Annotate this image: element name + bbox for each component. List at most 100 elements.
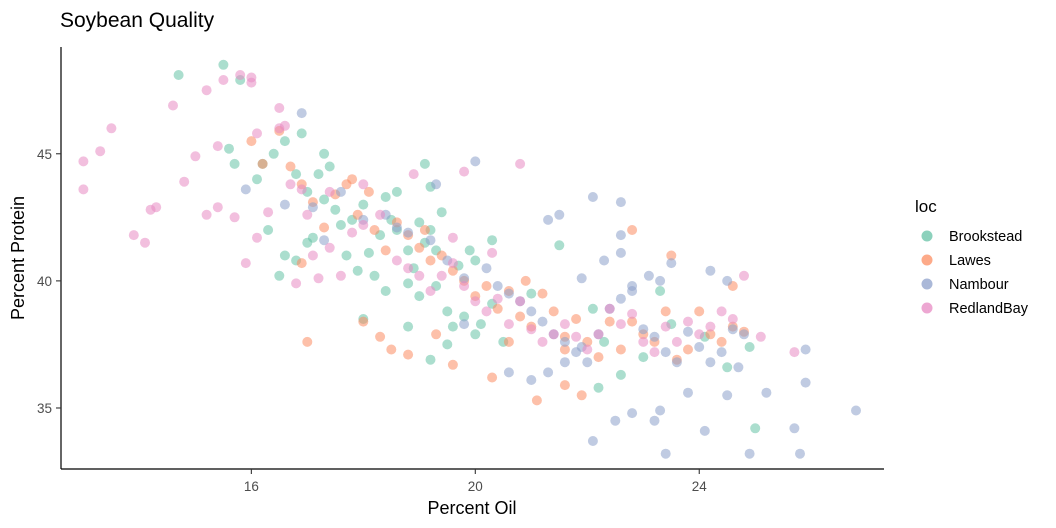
data-point [559,380,570,391]
data-point [649,331,660,342]
data-point [526,306,537,317]
data-point [543,367,554,378]
data-point [475,319,486,330]
data-point [615,319,626,330]
data-point [252,128,262,139]
data-point [705,357,716,368]
data-point [627,225,638,235]
data-point [319,222,330,233]
data-point [212,141,223,152]
data-point [599,255,610,266]
data-point [369,270,380,281]
data-point [615,247,626,258]
data-point [403,245,414,256]
data-point [470,296,481,307]
data-point [789,347,800,358]
data-point [526,324,537,335]
data-point [391,222,402,233]
data-point [279,250,290,261]
data-point [615,369,626,380]
data-point [615,197,626,208]
data-point [666,250,677,261]
data-point [660,347,671,358]
data-point [391,255,402,266]
data-point [610,415,621,426]
data-point [587,436,598,446]
data-point [705,321,716,332]
data-point [559,357,570,368]
data-point [604,303,615,314]
data-point [403,227,414,238]
data-point [341,250,352,261]
data-point [252,174,262,185]
data-point [683,344,693,355]
data-point [576,390,587,401]
data-point [851,405,861,416]
data-point [683,387,693,398]
data-point [487,247,498,258]
data-point [257,158,268,169]
data-point [487,372,498,383]
data-point [761,387,772,398]
chart-title: Soybean Quality [60,9,215,32]
data-point [739,270,749,281]
data-point [324,186,335,197]
data-point [319,148,330,159]
data-point [229,158,240,169]
data-point [296,184,307,195]
data-point [593,329,604,340]
y-axis-ticks: 35 40 45 [37,147,61,416]
data-point [537,316,548,327]
data-point [683,316,693,327]
data-point [722,390,733,401]
data-point [319,235,330,246]
data-point [739,329,749,340]
data-point [459,311,470,322]
y-tick-label: 45 [37,147,52,162]
data-point [140,237,150,248]
data-point [380,245,391,256]
data-point [442,339,453,350]
data-point [559,344,570,355]
data-point [218,59,229,70]
data-point [750,423,761,434]
data-point [487,235,498,246]
data-point [727,324,738,335]
data-point [363,247,374,258]
data-point [285,179,296,190]
data-point [638,336,649,347]
data-point [313,273,324,284]
data-point [307,250,318,261]
data-point [627,308,638,319]
data-point [526,288,537,299]
data-point [246,72,257,83]
data-point [106,123,117,134]
data-point [470,329,481,340]
data-point [604,316,615,327]
data-point [649,347,660,358]
data-point [459,166,470,177]
data-point [683,326,693,337]
data-point [800,344,811,355]
data-point [464,245,475,256]
data-point [459,273,470,284]
data-point [655,405,666,416]
data-point [705,329,716,340]
y-axis-label: Percent Protein [8,196,28,320]
data-point [425,235,436,246]
series-lawes [246,125,749,406]
data-point [470,255,481,266]
data-point [274,103,285,113]
data-point [627,281,638,291]
series-brookstead [173,59,761,434]
data-point [571,331,582,342]
data-point [554,240,565,251]
data-point [302,336,313,347]
data-point [587,303,598,314]
data-point [638,324,649,335]
data-point [638,352,649,363]
data-point [425,255,436,266]
data-point [492,303,503,314]
data-point [615,230,626,241]
data-point [302,209,313,220]
